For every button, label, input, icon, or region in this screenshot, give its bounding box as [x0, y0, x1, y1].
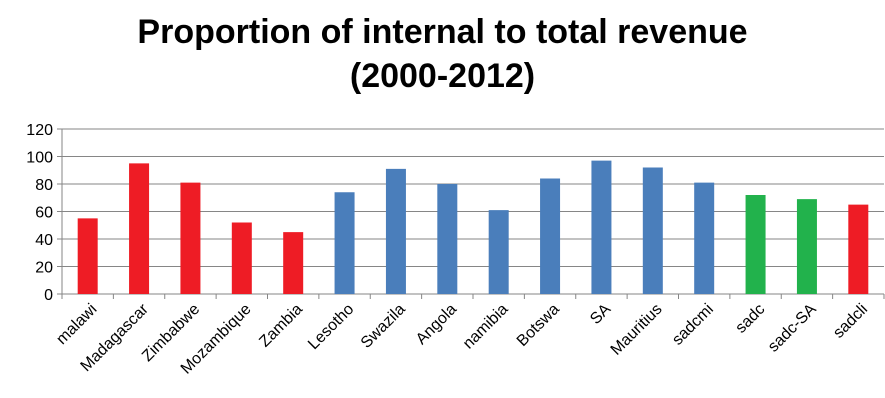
bar-lesotho: [334, 192, 355, 294]
y-tick-label: 0: [44, 287, 53, 304]
bar-sadc: [745, 195, 766, 294]
x-category-label: Botswa: [514, 301, 563, 350]
bar-madagascar: [129, 163, 150, 294]
bar-sadcli: [848, 204, 869, 294]
y-tick-label: 100: [26, 150, 53, 167]
x-category-label: Swazila: [358, 301, 409, 352]
bar-zambia: [283, 232, 304, 294]
y-tick-label: 60: [35, 205, 53, 222]
x-category-label: Zambia: [256, 301, 306, 351]
x-category-label: sadcli: [830, 301, 871, 342]
bar-mauritius: [642, 167, 663, 294]
bar-angola: [437, 184, 458, 294]
x-category-label: Angola: [413, 301, 460, 348]
bar-botswa: [540, 178, 561, 294]
chart-title-line1: Proportion of internal to total revenue: [137, 13, 748, 51]
chart-title-line2: (2000-2012): [349, 57, 536, 95]
x-category-label: sadc-SA: [765, 301, 820, 356]
bar-namibia: [488, 210, 509, 294]
bar-zimbabwe: [180, 182, 201, 294]
x-category-label: Lesotho: [305, 301, 357, 353]
bar-sadc-sa: [796, 199, 817, 294]
bar-mozambique: [231, 222, 252, 294]
x-category-label: sadc: [732, 301, 768, 337]
bars: [77, 160, 869, 294]
y-tick-label: 20: [35, 260, 53, 277]
x-category-label: namibia: [460, 301, 512, 353]
bar-malawi: [77, 218, 98, 294]
x-category-label: malawi: [53, 301, 100, 348]
y-tick-label: 120: [26, 122, 53, 139]
bar-sa: [591, 160, 612, 294]
y-axis-ticks: 0 20 40 60 80 100 120: [26, 122, 62, 304]
y-tick-label: 80: [35, 177, 53, 194]
x-category-label: sadcmi: [669, 301, 717, 349]
axes: [61, 129, 885, 299]
y-tick-label: 40: [35, 232, 53, 249]
chart-title: Proportion of internal to total revenue …: [0, 10, 885, 98]
x-category-label: SA: [587, 301, 614, 328]
x-category-label: Mauritius: [608, 301, 666, 359]
bar-swazila: [385, 168, 406, 294]
bar-sadcmi: [694, 182, 715, 294]
